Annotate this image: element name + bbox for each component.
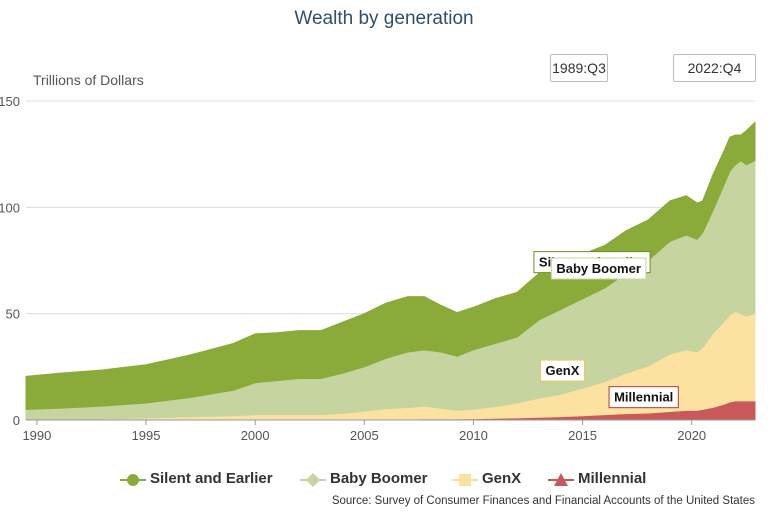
y-axis-label: Trillions of Dollars xyxy=(33,72,144,88)
circle-icon xyxy=(120,474,146,486)
legend-label-silent: Silent and Earlier xyxy=(150,470,273,487)
legend-item-millennial[interactable]: Millennial xyxy=(548,469,658,491)
y-tick-label: 150 xyxy=(0,94,20,109)
chart-title: Wealth by generation xyxy=(294,8,474,29)
legend-label-genx: GenX xyxy=(482,470,522,487)
annotation-text: GenX xyxy=(545,363,579,378)
range-end-button[interactable]: 2022:Q4 xyxy=(673,54,756,82)
y-tick-label: 0 xyxy=(13,413,20,428)
legend-item-silent[interactable]: Silent and Earlier xyxy=(120,469,280,491)
x-tick-label: 2000 xyxy=(241,428,270,443)
source-note: Source: Survey of Consumer Finances and … xyxy=(331,495,755,507)
annotation-label: GenX xyxy=(539,359,585,382)
legend: Silent and Earlier Baby Boomer GenX Mill… xyxy=(0,469,768,491)
x-tick-label: 2005 xyxy=(350,428,379,443)
x-tick-label: 1995 xyxy=(132,428,161,443)
annotation-box xyxy=(608,386,679,409)
range-start-button[interactable]: 1989:Q3 xyxy=(550,54,608,82)
square-icon xyxy=(452,474,478,486)
y-tick-label: 50 xyxy=(6,307,20,322)
legend-item-boomer[interactable]: Baby Boomer xyxy=(300,469,435,491)
diamond-icon xyxy=(300,473,326,487)
x-tick-label: 2020 xyxy=(677,428,706,443)
x-tick-label: 2015 xyxy=(568,428,597,443)
legend-label-millennial: Millennial xyxy=(578,470,647,487)
annotation-box xyxy=(539,359,585,382)
chart-plot: 0501001501990199520002005201020152020Sil… xyxy=(0,94,756,443)
annotation-text: Baby Boomer xyxy=(556,261,641,276)
legend-item-genx[interactable]: GenX xyxy=(452,469,532,491)
annotation-label: Baby Boomer xyxy=(550,257,647,280)
x-tick-label: 2010 xyxy=(459,428,488,443)
annotation-text: Millennial xyxy=(614,390,673,405)
annotation-label: Millennial xyxy=(608,386,679,409)
triangle-icon xyxy=(548,473,574,486)
x-tick-label: 1990 xyxy=(22,428,51,443)
annotation-box xyxy=(550,257,647,280)
y-tick-label: 100 xyxy=(0,200,20,215)
legend-label-boomer: Baby Boomer xyxy=(330,470,428,487)
